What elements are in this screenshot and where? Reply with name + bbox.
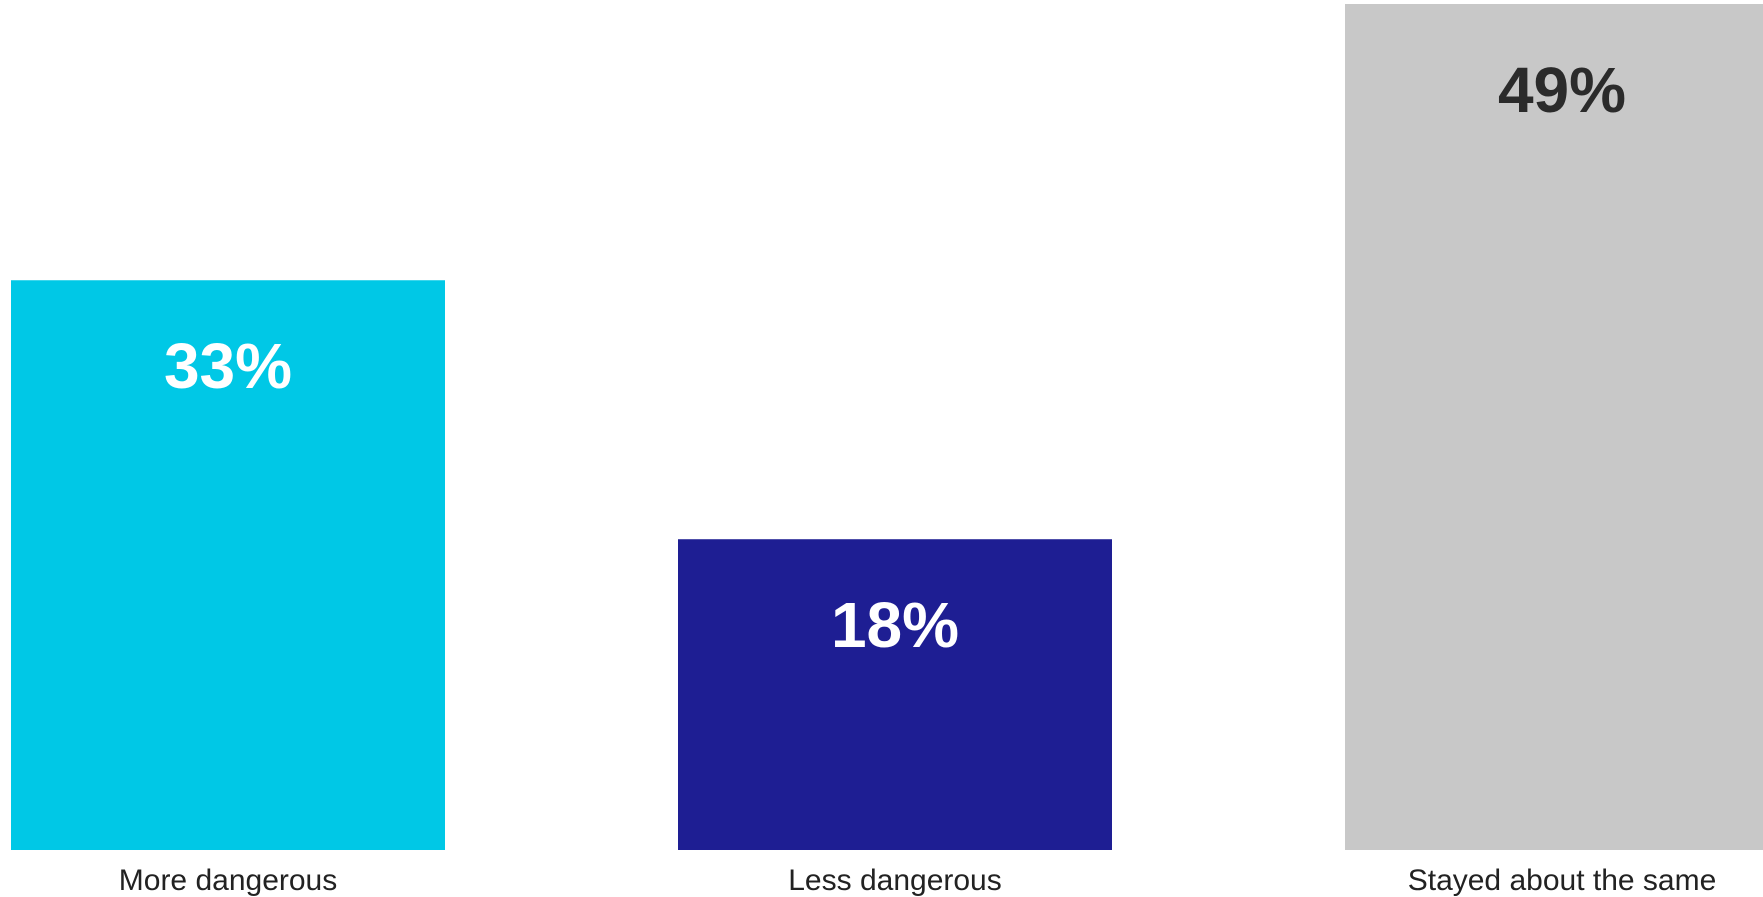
data-label-1: 33%	[164, 330, 292, 402]
category-label-2: Less dangerous	[788, 864, 1002, 897]
category-label-1: More dangerous	[119, 864, 337, 897]
data-label-3: 49%	[1498, 54, 1626, 126]
bar-3	[1345, 4, 1763, 850]
category-label-3: Stayed about the same	[1408, 864, 1717, 897]
data-label-2: 18%	[831, 589, 959, 661]
bar-1	[11, 280, 445, 851]
bar-2	[678, 539, 1112, 850]
